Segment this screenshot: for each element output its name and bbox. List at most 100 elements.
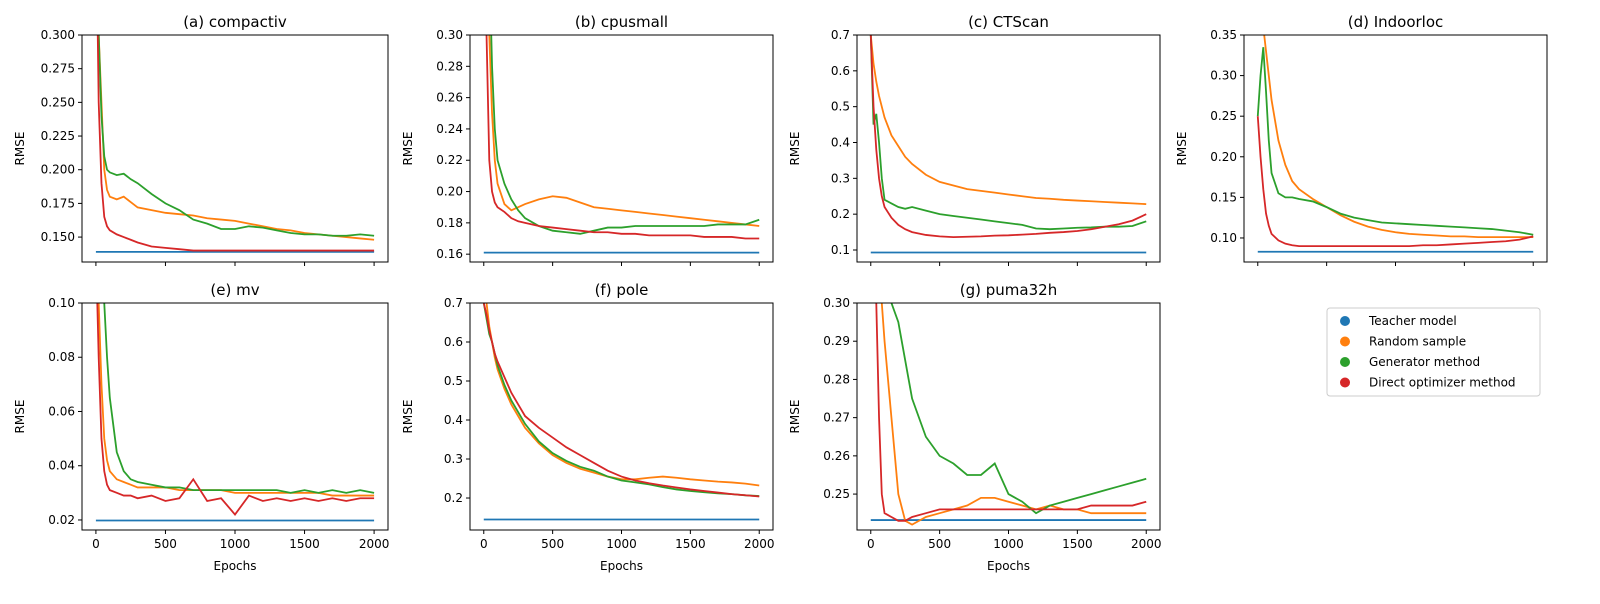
plot-area xyxy=(869,35,1147,254)
axes-frame xyxy=(856,34,1161,263)
y-tick-label: 0.26 xyxy=(823,449,850,463)
y-axis-label: RMSE xyxy=(13,132,27,166)
y-tick-label: 0.6 xyxy=(831,64,850,78)
y-tick-label: 0.08 xyxy=(48,350,75,364)
series-line xyxy=(1257,35,1534,239)
legend-marker xyxy=(1340,316,1350,326)
y-tick-label: 0.26 xyxy=(436,91,463,105)
y-tick-label: 0.250 xyxy=(41,95,75,109)
y-tick-label: 0.6 xyxy=(444,335,463,349)
y-tick-label: 0.24 xyxy=(436,122,463,136)
x-tick-label: 1500 xyxy=(675,537,706,551)
axes-frame xyxy=(81,34,389,263)
series-line xyxy=(869,35,1147,231)
y-tick-label: 0.175 xyxy=(41,196,75,210)
y-tick-label: 0.2 xyxy=(444,491,463,505)
y-tick-label: 0.29 xyxy=(823,334,850,348)
x-tick-label: 2000 xyxy=(359,537,390,551)
plot-area xyxy=(482,303,760,521)
y-tick-label: 0.25 xyxy=(823,487,850,501)
y-tick-label: 0.300 xyxy=(41,28,75,42)
legend-label: Direct optimizer method xyxy=(1369,376,1516,390)
chart-title: (e) mv xyxy=(210,281,259,299)
y-tick-label: 0.7 xyxy=(831,28,850,42)
legend-label: Random sample xyxy=(1369,335,1466,349)
x-tick-label: 2000 xyxy=(1131,537,1162,551)
y-tick-label: 0.5 xyxy=(444,374,463,388)
x-tick-label: 0 xyxy=(480,537,488,551)
legend-box xyxy=(1326,307,1541,397)
y-tick-label: 0.5 xyxy=(831,100,850,114)
y-tick-label: 0.30 xyxy=(1210,69,1237,83)
plot-area xyxy=(483,35,760,254)
series-line xyxy=(490,35,760,235)
axes-frame xyxy=(469,302,774,531)
x-tick-label: 500 xyxy=(928,537,951,551)
y-tick-label: 0.4 xyxy=(444,413,463,427)
y-tick-label: 0.7 xyxy=(444,296,463,310)
y-tick-label: 0.35 xyxy=(1210,28,1237,42)
series-line xyxy=(1256,47,1534,236)
axes-frame xyxy=(1243,34,1548,263)
chart-title: (a) compactiv xyxy=(183,13,287,31)
y-tick-label: 0.15 xyxy=(1210,190,1237,204)
series-line xyxy=(103,303,375,494)
y-axis-label: RMSE xyxy=(788,132,802,166)
chart-title: (b) cpusmall xyxy=(575,13,668,31)
x-tick-label: 1500 xyxy=(1062,537,1093,551)
y-tick-label: 0.18 xyxy=(436,216,463,230)
chart-title: (f) pole xyxy=(595,281,649,299)
plot-area xyxy=(95,35,375,253)
chart-title: (c) CTScan xyxy=(968,13,1049,31)
y-tick-label: 0.06 xyxy=(48,404,75,418)
series-line xyxy=(890,303,1147,515)
y-tick-label: 0.30 xyxy=(823,296,850,310)
x-tick-label: 0 xyxy=(867,537,875,551)
y-tick-label: 0.22 xyxy=(436,153,463,167)
y-tick-label: 0.10 xyxy=(1210,231,1237,245)
series-line xyxy=(880,303,1147,526)
y-axis-label: RMSE xyxy=(1175,132,1189,166)
y-tick-label: 0.20 xyxy=(436,185,463,199)
x-tick-label: 1000 xyxy=(993,537,1024,551)
series-line xyxy=(482,303,760,498)
x-axis-label: Epochs xyxy=(600,559,643,573)
y-tick-label: 0.16 xyxy=(436,247,463,261)
y-tick-label: 0.2 xyxy=(831,207,850,221)
y-tick-label: 0.28 xyxy=(436,59,463,73)
x-tick-label: 1500 xyxy=(289,537,320,551)
series-line xyxy=(485,303,760,487)
y-tick-label: 0.30 xyxy=(436,28,463,42)
legend-label: Generator method xyxy=(1369,355,1480,369)
series-line xyxy=(96,303,375,516)
y-tick-label: 0.3 xyxy=(831,171,850,185)
y-tick-label: 0.27 xyxy=(823,411,850,425)
y-tick-label: 0.28 xyxy=(823,372,850,386)
x-axis-label: Epochs xyxy=(987,559,1030,573)
series-line xyxy=(869,35,1147,206)
y-tick-label: 0.25 xyxy=(1210,109,1237,123)
series-line xyxy=(488,35,760,227)
axes-frame xyxy=(469,34,774,263)
legend-marker xyxy=(1340,336,1350,347)
chart-title: (g) puma32h xyxy=(960,281,1057,299)
x-tick-label: 500 xyxy=(541,537,564,551)
series-line xyxy=(485,35,760,240)
y-tick-label: 0.04 xyxy=(48,459,75,473)
series-line xyxy=(97,35,375,241)
x-tick-label: 0 xyxy=(92,537,100,551)
plot-area xyxy=(95,303,375,522)
plot-area xyxy=(1256,35,1534,253)
series-line xyxy=(482,303,760,497)
y-tick-label: 0.200 xyxy=(41,163,75,177)
series-line xyxy=(96,35,375,252)
x-tick-label: 1000 xyxy=(606,537,637,551)
y-tick-label: 0.275 xyxy=(41,62,75,76)
y-axis-label: RMSE xyxy=(401,400,415,434)
x-tick-label: 2000 xyxy=(744,537,775,551)
series-line xyxy=(869,35,1147,239)
y-axis-label: RMSE xyxy=(788,400,802,434)
y-tick-label: 0.4 xyxy=(831,135,850,149)
